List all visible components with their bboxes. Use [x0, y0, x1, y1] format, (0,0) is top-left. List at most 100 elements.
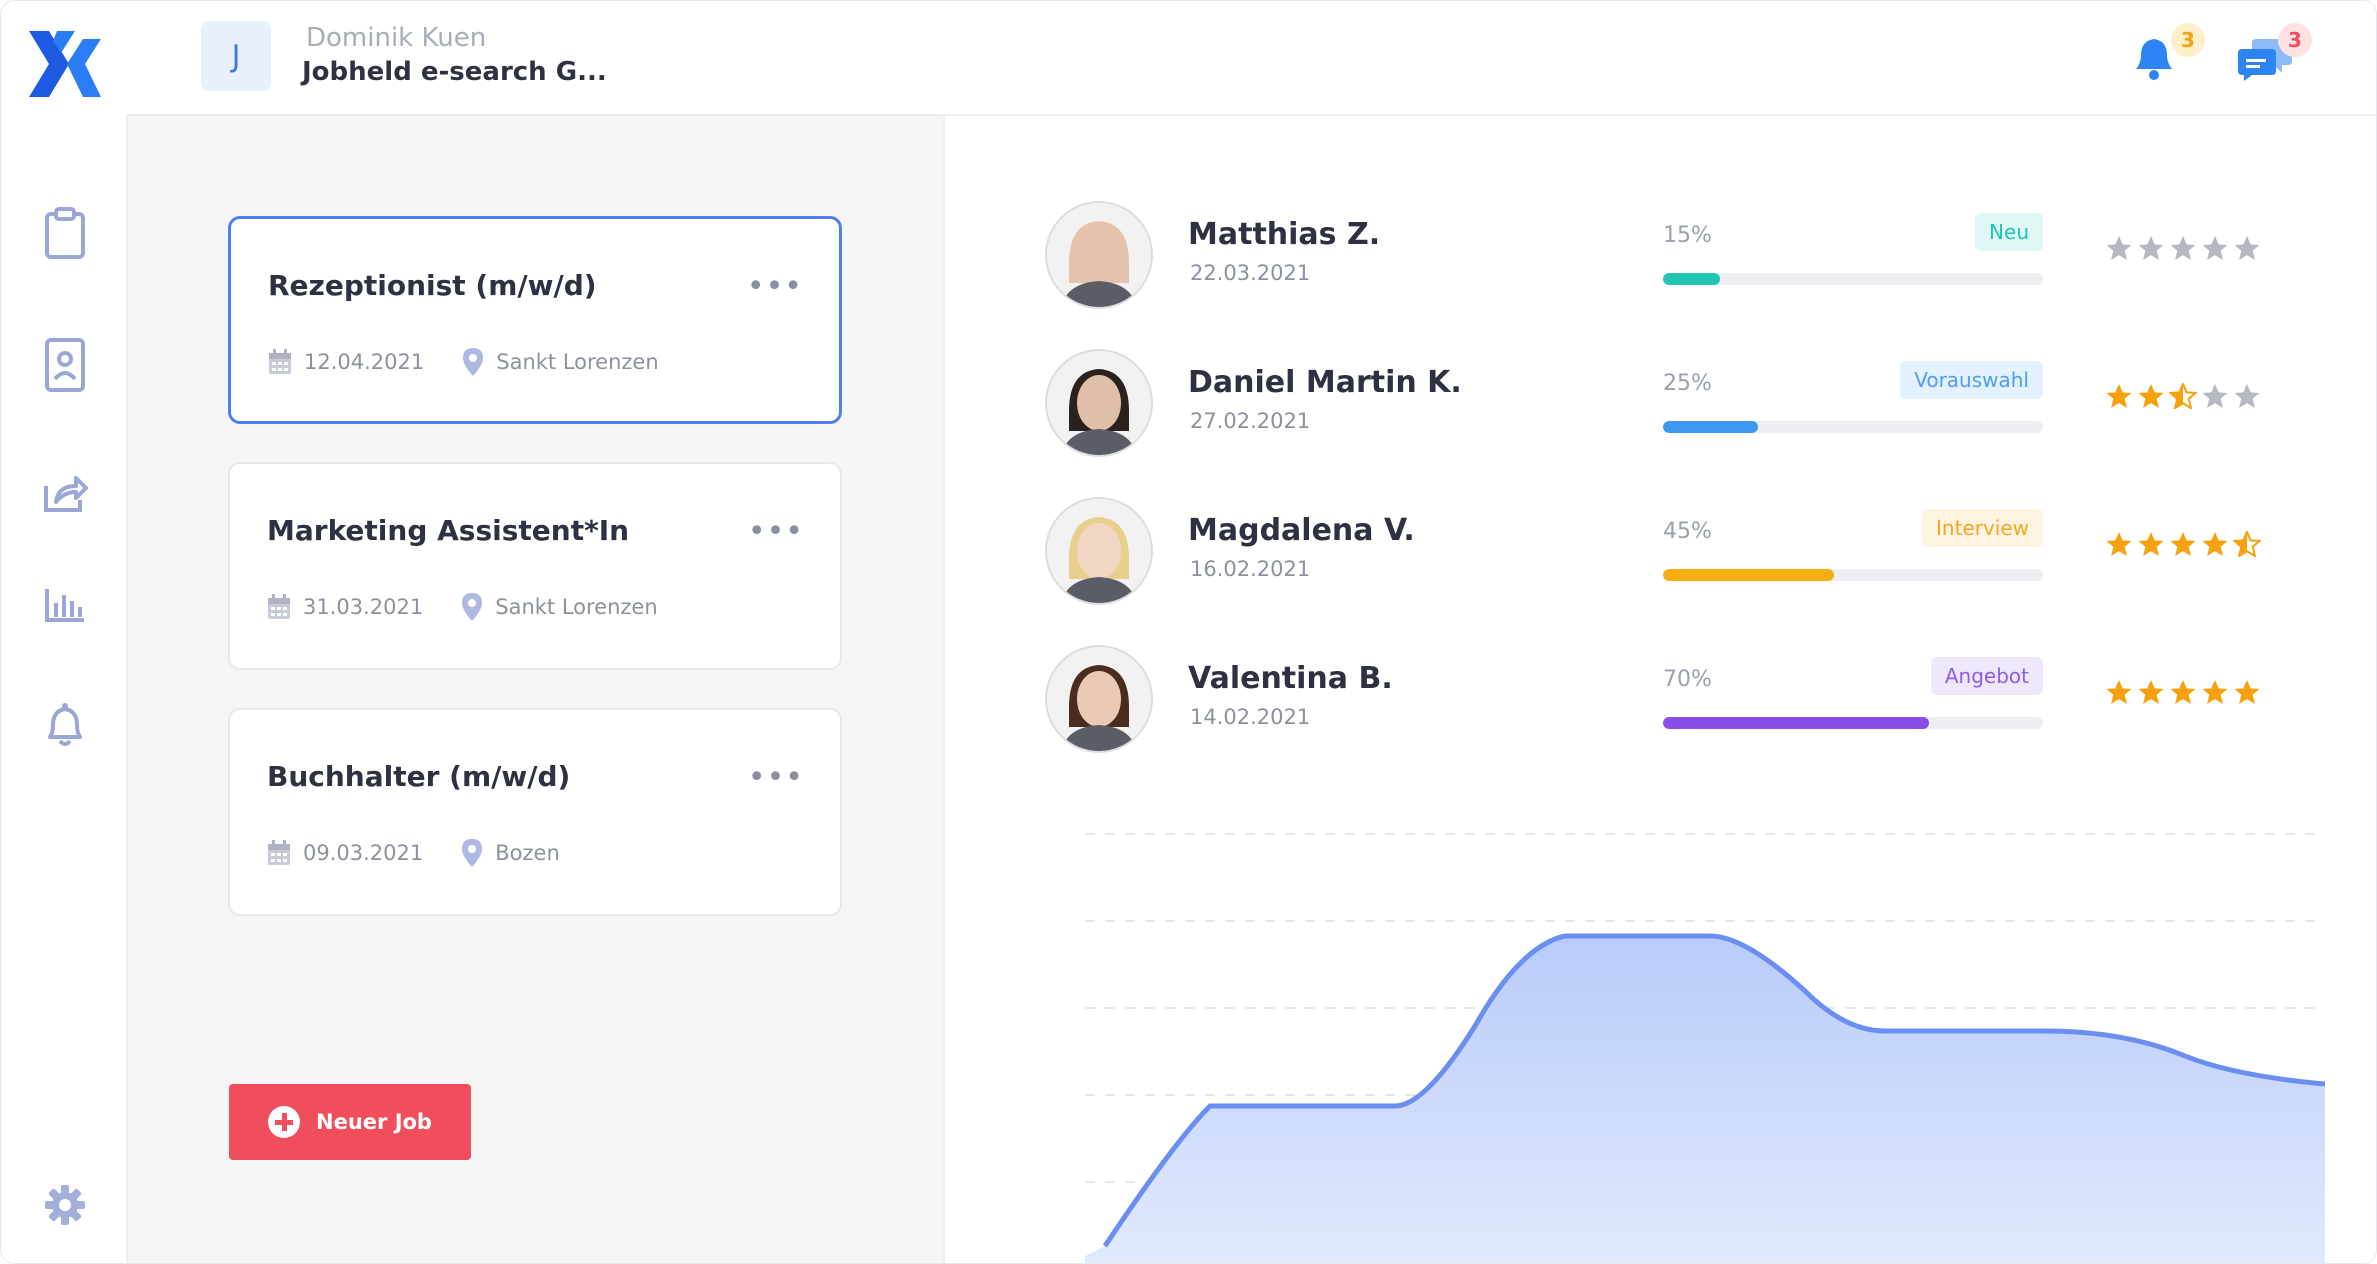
candidate-row[interactable]: Daniel Martin K. 27.02.2021 25% Vorauswahl [945, 349, 2376, 469]
star-filled-icon [2170, 532, 2196, 556]
star-empty-icon [2202, 384, 2228, 408]
rating-stars[interactable] [2105, 383, 2265, 409]
progress-fill [1663, 717, 1929, 729]
progress-track [1663, 421, 2043, 433]
star-filled-icon [2202, 680, 2228, 704]
messages-button[interactable]: 3 [2238, 23, 2312, 91]
share-icon[interactable] [39, 465, 91, 521]
job-title: Rezeptionist (m/w/d) [268, 269, 597, 302]
user-name: Dominik Kuen [306, 23, 487, 53]
star-filled-icon [2106, 680, 2132, 704]
new-job-label: Neuer Job [316, 1110, 432, 1134]
contact-card-icon[interactable] [39, 337, 91, 393]
chart-line [1102, 933, 2325, 1248]
calendar-icon [268, 349, 292, 375]
job-date: 31.03.2021 [303, 595, 424, 619]
progress-percent: 15% [1663, 223, 1712, 248]
job-card[interactable]: Rezeptionist (m/w/d) ••• 12.04.2021 Sankt L… [228, 216, 842, 424]
gear-icon[interactable] [39, 1177, 91, 1233]
candidate-progress: 25% Vorauswahl [1663, 349, 2043, 433]
job-card[interactable]: Buchhalter (m/w/d) ••• 09.03.2021 Bozen [228, 708, 842, 916]
star-filled-icon [2138, 680, 2164, 704]
app-logo[interactable] [27, 29, 103, 99]
notification-bell-icon [2136, 39, 2172, 80]
more-options-icon[interactable]: ••• [747, 514, 804, 549]
jobs-panel: Rezeptionist (m/w/d) ••• 12.04.2021 Sankt L… [128, 116, 945, 1263]
star-empty-icon [2234, 384, 2260, 408]
company-avatar[interactable]: J [201, 21, 271, 91]
progress-track [1663, 717, 2043, 729]
bell-icon[interactable] [39, 697, 91, 753]
progress-fill [1663, 421, 1758, 433]
progress-percent: 25% [1663, 371, 1712, 396]
notifications-badge: 3 [2171, 23, 2205, 57]
job-location: Sankt Lorenzen [495, 595, 658, 619]
chart-area [1085, 936, 2325, 1263]
new-job-button[interactable]: Neuer Job [229, 1084, 471, 1160]
job-date: 12.04.2021 [304, 350, 425, 374]
candidate-row[interactable]: Matthias Z. 22.03.2021 15% Neu [945, 201, 2376, 321]
job-title: Marketing Assistent*In [267, 514, 630, 547]
star-empty-icon [2234, 236, 2260, 260]
candidate-row[interactable]: Magdalena V. 16.02.2021 45% Interview [945, 497, 2376, 617]
candidate-date: 16.02.2021 [1190, 557, 1311, 581]
star-filled-icon [2170, 680, 2196, 704]
candidate-name[interactable]: Daniel Martin K. [1188, 365, 1462, 400]
status-badge[interactable]: Angebot [1930, 657, 2043, 695]
job-card[interactable]: Marketing Assistent*In ••• 31.03.2021 Sankt… [228, 462, 842, 670]
candidate-row[interactable]: Valentina B. 14.02.2021 70% Angebot [945, 645, 2376, 765]
location-pin-icon [462, 347, 484, 377]
job-title: Buchhalter (m/w/d) [267, 760, 571, 793]
star-half-icon [2169, 383, 2197, 409]
candidate-name[interactable]: Magdalena V. [1188, 513, 1415, 548]
job-location: Sankt Lorenzen [496, 350, 659, 374]
bar-chart-icon[interactable] [39, 577, 91, 633]
star-filled-icon [2106, 532, 2132, 556]
clipboard-icon[interactable] [39, 205, 91, 261]
top-bar: J Dominik Kuen Jobheld e-search G... 3 3 [126, 1, 2376, 116]
rating-stars[interactable] [2105, 679, 2265, 705]
candidates-panel: Matthias Z. 22.03.2021 15% Neu Daniel Martin… [945, 116, 2376, 1263]
star-empty-icon [2170, 236, 2196, 260]
rating-stars[interactable] [2105, 235, 2265, 261]
notifications-button[interactable]: 3 [2131, 23, 2205, 91]
status-badge[interactable]: Interview [1922, 509, 2043, 547]
activity-area-chart [1085, 833, 2325, 1263]
candidate-photo [1045, 201, 1153, 309]
star-empty-icon [2138, 236, 2164, 260]
status-badge[interactable]: Vorauswahl [1900, 361, 2043, 399]
progress-track [1663, 273, 2043, 285]
more-options-icon[interactable]: ••• [746, 269, 803, 304]
candidate-progress: 45% Interview [1663, 497, 2043, 581]
candidate-photo [1045, 497, 1153, 605]
progress-percent: 70% [1663, 667, 1712, 692]
star-filled-icon [2138, 384, 2164, 408]
job-date: 09.03.2021 [303, 841, 424, 865]
location-pin-icon [461, 592, 483, 622]
star-half-icon [2233, 531, 2261, 557]
star-filled-icon [2138, 532, 2164, 556]
progress-fill [1663, 569, 1834, 581]
candidate-progress: 70% Angebot [1663, 645, 2043, 729]
star-filled-icon [2106, 384, 2132, 408]
candidate-date: 14.02.2021 [1190, 705, 1311, 729]
progress-track [1663, 569, 2043, 581]
job-location: Bozen [495, 841, 560, 865]
progress-fill [1663, 273, 1720, 285]
candidate-name[interactable]: Matthias Z. [1188, 217, 1381, 252]
star-empty-icon [2106, 236, 2132, 260]
sidebar [1, 1, 128, 1263]
candidate-name[interactable]: Valentina B. [1188, 661, 1393, 696]
more-options-icon[interactable]: ••• [747, 760, 804, 795]
rating-stars[interactable] [2105, 531, 2265, 557]
status-badge[interactable]: Neu [1975, 213, 2043, 251]
progress-percent: 45% [1663, 519, 1712, 544]
job-meta: 12.04.2021 Sankt Lorenzen [268, 347, 659, 377]
calendar-icon [267, 594, 291, 620]
company-name[interactable]: Jobheld e-search G... [302, 57, 607, 87]
candidate-progress: 15% Neu [1663, 201, 2043, 285]
star-filled-icon [2202, 532, 2228, 556]
candidate-date: 27.02.2021 [1190, 409, 1311, 433]
candidate-date: 22.03.2021 [1190, 261, 1311, 285]
